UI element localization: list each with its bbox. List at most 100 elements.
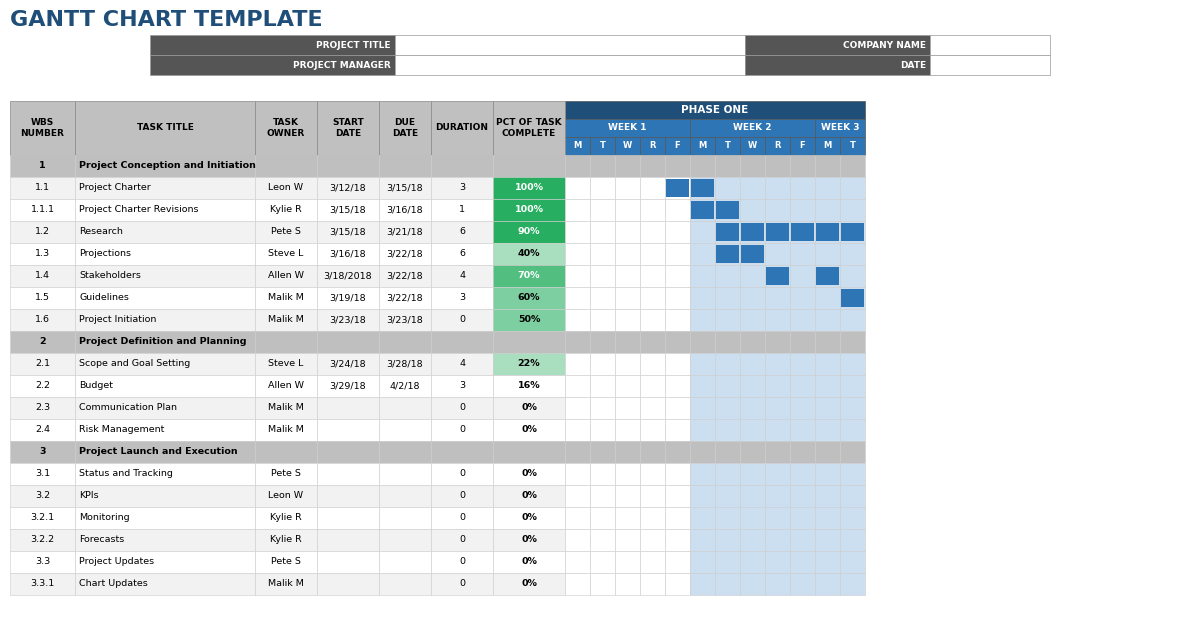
Bar	[590, 309, 616, 331]
Text: 3/16/18: 3/16/18	[386, 205, 424, 214]
Bar	[565, 177, 590, 199]
Bar	[590, 529, 616, 551]
Bar	[590, 375, 616, 397]
Bar	[10, 265, 74, 287]
Bar	[150, 35, 395, 55]
Bar	[10, 551, 74, 573]
Bar	[616, 137, 640, 155]
Bar	[616, 529, 640, 551]
Bar	[815, 397, 840, 419]
Bar	[74, 199, 256, 221]
Bar	[930, 55, 1050, 75]
Text: Risk Management: Risk Management	[79, 425, 164, 435]
Bar	[665, 353, 690, 375]
Bar	[665, 507, 690, 529]
Bar	[379, 199, 431, 221]
Text: WBS
NUMBER: WBS NUMBER	[20, 118, 65, 138]
Bar	[690, 419, 715, 441]
Bar	[431, 529, 493, 551]
Text: 0%: 0%	[521, 403, 536, 413]
Bar	[790, 243, 815, 265]
Bar	[640, 419, 665, 441]
Bar	[740, 265, 766, 287]
Text: GANTT CHART TEMPLATE: GANTT CHART TEMPLATE	[10, 10, 323, 30]
Text: 3/24/18: 3/24/18	[330, 360, 366, 369]
Text: R: R	[649, 142, 655, 151]
Bar	[379, 419, 431, 441]
Bar	[815, 441, 840, 463]
Bar	[790, 463, 815, 485]
Bar	[742, 245, 764, 263]
Bar	[317, 199, 379, 221]
Bar	[716, 201, 739, 219]
Bar	[10, 507, 74, 529]
Bar	[766, 353, 790, 375]
Bar	[616, 485, 640, 507]
Bar	[740, 331, 766, 353]
Text: 0%: 0%	[521, 491, 536, 500]
Bar	[431, 397, 493, 419]
Bar	[665, 199, 690, 221]
Bar	[715, 529, 740, 551]
Text: 3/16/18: 3/16/18	[330, 249, 366, 258]
Text: 1.6: 1.6	[35, 316, 50, 324]
Bar	[715, 309, 740, 331]
Bar	[379, 221, 431, 243]
Bar	[640, 397, 665, 419]
Bar	[590, 573, 616, 595]
Text: 4/2/18: 4/2/18	[390, 382, 420, 391]
Bar	[665, 529, 690, 551]
Text: Allen W: Allen W	[268, 272, 304, 280]
Bar	[493, 287, 565, 309]
Bar	[740, 419, 766, 441]
Bar	[379, 177, 431, 199]
Bar	[665, 309, 690, 331]
Text: 60%: 60%	[517, 294, 540, 302]
Text: COMPANY NAME: COMPANY NAME	[842, 40, 926, 50]
Bar	[616, 155, 640, 177]
Bar	[840, 265, 865, 287]
Text: 3.3: 3.3	[35, 558, 50, 566]
Bar	[10, 463, 74, 485]
Bar	[745, 55, 930, 75]
Bar	[740, 375, 766, 397]
Bar	[317, 463, 379, 485]
Bar	[256, 177, 317, 199]
Bar	[10, 155, 74, 177]
Text: 0: 0	[458, 513, 466, 522]
Bar	[590, 155, 616, 177]
Bar	[766, 397, 790, 419]
Bar	[766, 177, 790, 199]
Text: T: T	[850, 142, 856, 151]
Bar	[840, 529, 865, 551]
Bar	[740, 573, 766, 595]
Bar	[317, 507, 379, 529]
Text: Malik M: Malik M	[268, 403, 304, 413]
Bar	[640, 573, 665, 595]
Bar	[74, 441, 256, 463]
Text: 0%: 0%	[521, 580, 536, 588]
Text: 100%: 100%	[515, 205, 544, 214]
Text: Chart Updates: Chart Updates	[79, 580, 148, 588]
Bar	[616, 243, 640, 265]
Bar	[493, 265, 565, 287]
Bar	[317, 375, 379, 397]
Text: Malik M: Malik M	[268, 425, 304, 435]
Text: 1.1: 1.1	[35, 183, 50, 193]
Text: Pete S: Pete S	[271, 469, 301, 479]
Bar	[616, 331, 640, 353]
Bar	[740, 463, 766, 485]
Text: 3.2.2: 3.2.2	[30, 536, 54, 544]
Bar	[816, 267, 839, 285]
Bar	[766, 137, 790, 155]
Bar	[790, 529, 815, 551]
Bar	[431, 287, 493, 309]
Bar	[10, 485, 74, 507]
Text: 0%: 0%	[521, 469, 536, 479]
Text: 22%: 22%	[517, 360, 540, 369]
Bar	[840, 573, 865, 595]
Bar	[493, 309, 565, 331]
Bar	[715, 551, 740, 573]
Bar	[815, 463, 840, 485]
Bar	[690, 573, 715, 595]
